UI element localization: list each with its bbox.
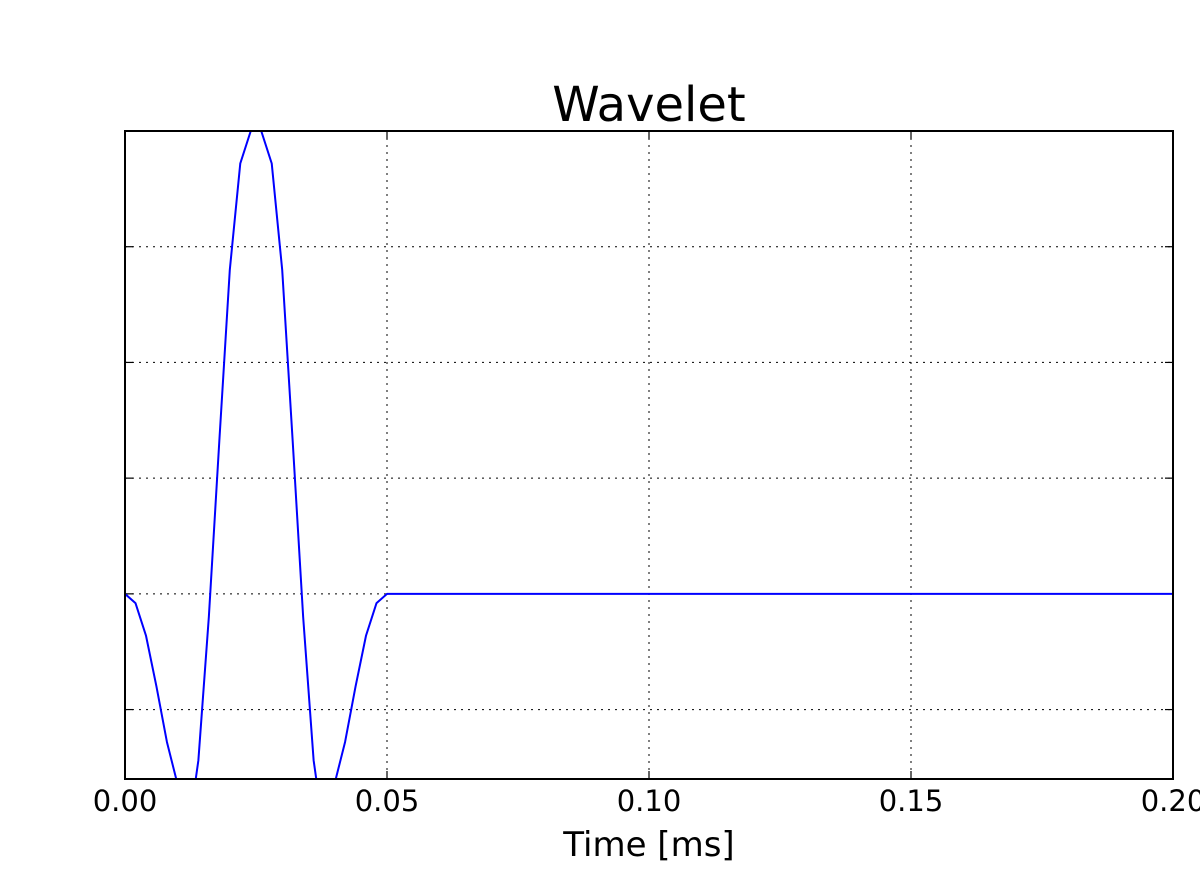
wavelet-series-line bbox=[125, 131, 1173, 779]
series-layer bbox=[125, 131, 1173, 779]
x-tick-label: 0.15 bbox=[879, 784, 944, 818]
chart-title: Wavelet bbox=[552, 77, 745, 133]
x-tick-label: 0.05 bbox=[355, 784, 420, 818]
axes-frame bbox=[124, 130, 1174, 780]
grid-layer bbox=[124, 130, 1174, 779]
x-tick-label: 0.10 bbox=[617, 784, 682, 818]
x-tick-labels: 0.00 0.05 0.10 0.15 0.20 bbox=[93, 784, 1200, 818]
x-tick-label: 0.20 bbox=[1141, 784, 1200, 818]
x-tick-label: 0.00 bbox=[93, 784, 158, 818]
x-axis-label: Time [ms] bbox=[562, 825, 734, 865]
